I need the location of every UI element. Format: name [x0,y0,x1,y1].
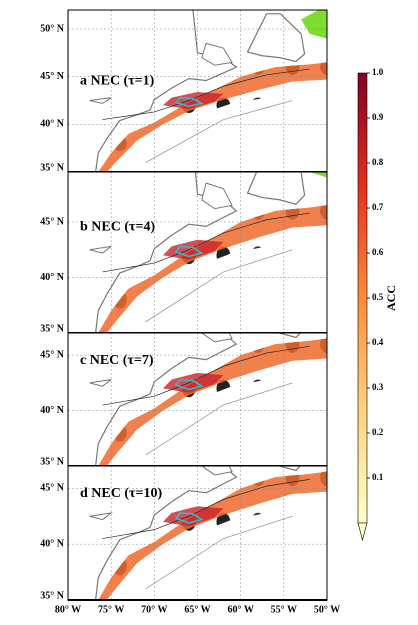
x-tick-label: 50° W [314,604,340,615]
x-tick-label: 70° W [141,604,167,615]
map-panels: 50° N 45° N 40° N 35° N a NEC (τ=1) 45° N 40° … [40,9,328,601]
x-tick-label: 60° W [228,604,254,615]
map-content [68,333,327,466]
map-panel: 50° N 45° N 40° N 35° N a NEC (τ=1) [40,9,328,173]
x-tick-label: 65° W [184,604,210,615]
y-tick-label: 50° N [40,23,64,34]
y-tick-label: 40° N [40,405,64,416]
map-panel: 45° N 40° N 35° N d NEC (τ=10) [40,465,328,601]
colorbar-tick-label: 0.2 [372,427,384,437]
panel-label: a NEC (τ=1) [80,74,155,89]
map-content [68,172,327,333]
x-tick-label: 75° W [98,604,124,615]
colorbar-tick-label: 0.9 [372,112,384,122]
y-tick-label: 35° N [40,590,64,601]
y-tick-label: 45° N [40,349,64,360]
colorbar-tick-label: 1.0 [372,67,384,77]
x-tick-label: 80° W [55,604,81,615]
colorbar-label: ACC [384,285,398,311]
y-tick-label: 45° N [40,483,64,494]
colorbar-extension [357,522,368,542]
colorbar [357,72,368,524]
y-tick-label: 40° N [40,119,64,130]
y-tick-label: 40° N [40,272,64,283]
y-tick-label: 35° N [40,323,64,334]
colorbar-tick-label: 0.3 [372,382,384,392]
panel-label: b NEC (τ=4) [80,220,155,235]
panel-label: d NEC (τ=10) [80,486,162,501]
x-tick-label: 55° W [271,604,297,615]
y-tick-label: 45° N [40,71,64,82]
y-tick-label: 40° N [40,538,64,549]
map-content [68,466,327,600]
colorbar-tick-label: 0.6 [372,247,384,257]
colorbar-tick-label: 0.5 [372,292,384,302]
y-tick-label: 35° N [40,456,64,467]
y-tick-label: 45° N [40,216,64,227]
colorbar-tick-label: 0.8 [372,157,384,167]
colorbar-tick-label: 0.7 [372,202,384,212]
y-tick-label: 35° N [40,162,64,173]
colorbar-tick-label: 0.4 [372,337,384,347]
map-content [68,10,327,172]
colorbar-tick-label: 0.1 [372,472,384,482]
panel-label: c NEC (τ=7) [80,353,154,368]
